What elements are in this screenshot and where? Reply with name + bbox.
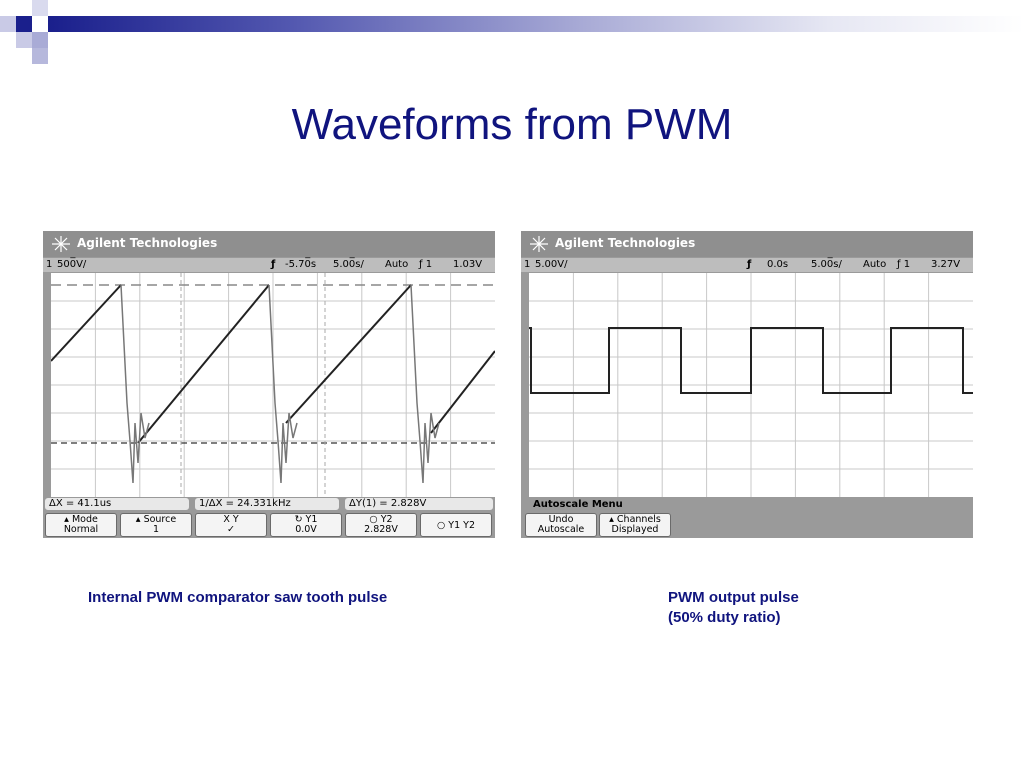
header-square — [32, 32, 48, 48]
trigger-delay: 0.0s — [767, 259, 789, 270]
y2-softkey[interactable]: ○ Y2 2.828V — [345, 513, 417, 537]
oscilloscope-pwm-output: Agilent Technologies 1 5.00V/ ƒ 0.0s 5.0… — [521, 231, 973, 538]
header-square — [32, 48, 48, 64]
trigger-level: 1.03V — [453, 259, 483, 270]
trigger-delay-marker: ƒ — [747, 259, 752, 270]
header-square — [0, 0, 16, 16]
softkey-row: ▴ Mode Normal ▴ Source 1 X Y ✓ ↻ Y1 0.0V… — [43, 513, 495, 537]
sawtooth-falling-edge — [268, 284, 298, 484]
inverse-delta-x-readout: 1/ΔX = 24.331kHz — [195, 498, 339, 510]
trigger-mode: Auto — [863, 259, 887, 270]
trigger-delay: -5.70̅s — [285, 259, 317, 270]
oscilloscope-sawtooth: Agilent Technologies 1 500̅V/ ƒ -5.70̅s … — [43, 231, 495, 538]
undo-autoscale-softkey[interactable]: Undo Autoscale — [525, 513, 597, 537]
sawtooth-falling-edge — [410, 284, 440, 484]
sawtooth-ramp — [430, 350, 495, 434]
mode-softkey[interactable]: ▴ Mode Normal — [45, 513, 117, 537]
brand-bar: Agilent Technologies — [521, 231, 973, 257]
header-square — [16, 32, 32, 48]
y1-softkey[interactable]: ↻ Y1 0.0V — [270, 513, 342, 537]
header-square — [32, 0, 48, 16]
sawtooth-ramp — [51, 284, 122, 362]
channels-displayed-softkey[interactable]: ▴ Channels Displayed — [599, 513, 671, 537]
channel-number: 1 — [46, 259, 53, 270]
delta-x-readout: ΔX = 41.1us — [45, 498, 189, 510]
header-square — [16, 16, 32, 32]
measurement-row: ΔX = 41.1us 1/ΔX = 24.331kHz ΔY(1) = 2.8… — [43, 497, 495, 511]
delta-y-readout: ΔY(1) = 2.828V — [345, 498, 493, 510]
sawtooth-ramp — [137, 284, 270, 444]
pwm-square-waveform-plot — [529, 273, 973, 497]
trigger-delay-marker: ƒ — [271, 259, 276, 270]
trigger-mode: Auto — [385, 259, 409, 270]
time-per-div: 5.00̅s/ — [811, 259, 842, 270]
source-softkey[interactable]: ▴ Source 1 — [120, 513, 192, 537]
brand-name: Agilent Technologies — [77, 236, 218, 250]
y1-y2-softkey[interactable]: ○ Y1 Y2 — [420, 513, 492, 537]
slide-title: Waveforms from PWM — [291, 100, 733, 149]
trigger-source: ƒ 1 — [419, 259, 433, 270]
sawtooth-ramp — [285, 284, 412, 424]
agilent-spark-icon — [52, 236, 70, 252]
header-square — [0, 16, 16, 32]
brand-bar: Agilent Technologies — [43, 231, 495, 257]
caption-pwm-line1: PWM output pulse — [668, 589, 799, 606]
status-bar: 1 500̅V/ ƒ -5.70̅s 5.00̅s/ Auto ƒ 1 1.03… — [43, 258, 495, 272]
caption-pwm-line2: (50% duty ratio) — [668, 609, 781, 626]
trigger-level: 3.27V — [931, 259, 961, 270]
sawtooth-waveform-plot — [51, 273, 495, 497]
sawtooth-falling-edge — [120, 284, 150, 484]
status-bar: 1 5.00V/ ƒ 0.0s 5.00̅s/ Auto ƒ 1 3.27V — [521, 258, 973, 272]
trigger-source: ƒ 1 — [897, 259, 911, 270]
caption-sawtooth: Internal PWM comparator saw tooth pulse — [88, 589, 388, 606]
header-gradient-bar — [48, 16, 1024, 32]
time-per-div: 5.00̅s/ — [333, 259, 364, 270]
scope-screen — [51, 273, 495, 497]
volts-per-div: 5.00V/ — [535, 259, 568, 270]
channel-number: 1 — [524, 259, 531, 270]
scope-screen — [529, 273, 973, 497]
volts-per-div: 500̅V/ — [57, 259, 87, 270]
brand-name: Agilent Technologies — [555, 236, 696, 250]
caption-pwm-output: PWM output pulse (50% duty ratio) — [668, 588, 799, 628]
autoscale-menu-label: Autoscale Menu — [533, 499, 623, 510]
softkey-row: Undo Autoscale ▴ Channels Displayed — [521, 513, 973, 537]
pwm-square-trace — [529, 327, 973, 394]
xy-softkey[interactable]: X Y ✓ — [195, 513, 267, 537]
agilent-spark-icon — [530, 236, 548, 252]
